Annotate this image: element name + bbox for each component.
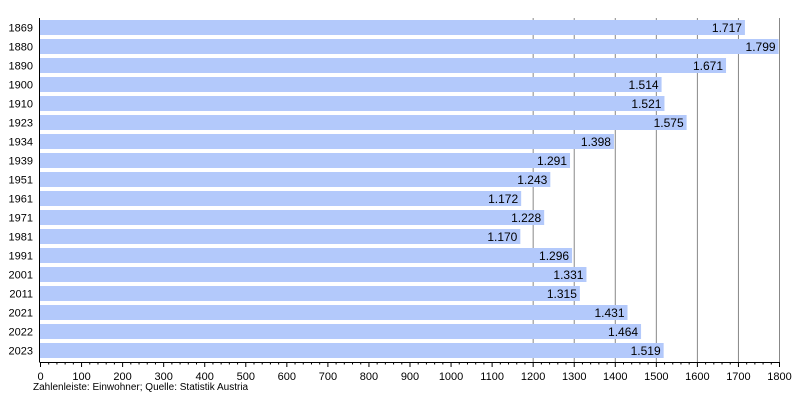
x-tick-label-200: 200 bbox=[113, 371, 131, 383]
x-tick-label-1100: 1100 bbox=[480, 371, 504, 383]
value-label-1991: 1.296 bbox=[539, 249, 569, 263]
x-tick-label-400: 400 bbox=[196, 371, 214, 383]
bar-1910 bbox=[40, 96, 665, 111]
category-label-1934: 1934 bbox=[9, 137, 33, 149]
bar-2001 bbox=[40, 267, 587, 282]
bar-2011 bbox=[40, 286, 580, 301]
bar-1900 bbox=[40, 77, 662, 92]
bar-2021 bbox=[40, 305, 628, 320]
x-tick-label-500: 500 bbox=[237, 371, 255, 383]
category-label-1951: 1951 bbox=[9, 175, 33, 187]
value-label-1900: 1.514 bbox=[629, 78, 659, 92]
grid-lines bbox=[532, 18, 780, 362]
x-tick-label-100: 100 bbox=[72, 371, 90, 383]
bar-1880 bbox=[40, 39, 779, 54]
bars bbox=[40, 20, 779, 358]
x-tick-label-1500: 1500 bbox=[644, 371, 668, 383]
category-label-1991: 1991 bbox=[9, 251, 33, 263]
value-label-2001: 1.331 bbox=[553, 268, 583, 282]
x-tick-label-1300: 1300 bbox=[562, 371, 586, 383]
category-label-2021: 2021 bbox=[9, 308, 33, 320]
value-label-1961: 1.172 bbox=[488, 192, 518, 206]
value-label-1880: 1.799 bbox=[746, 40, 776, 54]
value-label-2021: 1.431 bbox=[594, 306, 624, 320]
bar-2022 bbox=[40, 324, 642, 339]
category-label-1981: 1981 bbox=[9, 232, 33, 244]
value-label-2022: 1.464 bbox=[608, 325, 638, 339]
category-labels: 1869 1880 1890 1900 1910 1923 1934 1939 1951 1961… bbox=[9, 23, 33, 358]
bar-1961 bbox=[40, 191, 522, 206]
bar-1951 bbox=[40, 172, 551, 187]
value-labels: 1.717 1.799 1.671 1.514 1.521 1.575 1.398 1.291… bbox=[487, 21, 776, 358]
x-tick-label-1400: 1400 bbox=[603, 371, 627, 383]
x-tick-label-1700: 1700 bbox=[726, 371, 750, 383]
category-label-2001: 2001 bbox=[9, 270, 33, 282]
value-label-1890: 1.671 bbox=[693, 59, 723, 73]
x-tick-label-700: 700 bbox=[319, 371, 337, 383]
category-label-2022: 2022 bbox=[9, 327, 33, 339]
category-label-1900: 1900 bbox=[9, 80, 33, 92]
x-tick-label-1800: 1800 bbox=[767, 371, 791, 383]
x-tick-label-1600: 1600 bbox=[685, 371, 709, 383]
bar-1939 bbox=[40, 153, 571, 168]
x-tick-label-0: 0 bbox=[37, 371, 43, 383]
category-label-1961: 1961 bbox=[9, 194, 33, 206]
x-axis: 0 100 200 300 400 500 600 700 800 900 1000 1100 1200… bbox=[37, 18, 792, 383]
bar-1923 bbox=[40, 115, 687, 130]
bar-1869 bbox=[40, 20, 745, 35]
value-label-1910: 1.521 bbox=[631, 97, 661, 111]
x-tick-label-1200: 1200 bbox=[521, 371, 545, 383]
value-label-2023: 1.519 bbox=[631, 344, 661, 358]
bar-1981 bbox=[40, 229, 521, 244]
category-label-1939: 1939 bbox=[9, 156, 33, 168]
bar-1971 bbox=[40, 210, 545, 225]
x-tick-label-800: 800 bbox=[360, 371, 378, 383]
value-label-1939: 1.291 bbox=[537, 154, 567, 168]
category-label-1910: 1910 bbox=[9, 99, 33, 111]
x-tick-label-600: 600 bbox=[278, 371, 296, 383]
value-label-1951: 1.243 bbox=[517, 173, 547, 187]
category-label-1890: 1890 bbox=[9, 61, 33, 73]
value-label-1869: 1.717 bbox=[712, 21, 742, 35]
value-label-1981: 1.170 bbox=[487, 230, 517, 244]
bar-1991 bbox=[40, 248, 573, 263]
bar-2023 bbox=[40, 343, 664, 358]
category-label-1880: 1880 bbox=[9, 42, 33, 54]
bar-1890 bbox=[40, 58, 727, 73]
category-label-2023: 2023 bbox=[9, 346, 33, 358]
bar-1934 bbox=[40, 134, 614, 149]
x-tick-label-900: 900 bbox=[401, 371, 419, 383]
chart-footnote: Zahlenleiste: Einwohner; Quelle: Statist… bbox=[33, 382, 249, 393]
category-label-1869: 1869 bbox=[9, 23, 33, 35]
value-label-1923: 1.575 bbox=[654, 116, 684, 130]
value-label-1934: 1.398 bbox=[581, 135, 611, 149]
x-tick-label-1000: 1000 bbox=[439, 371, 463, 383]
value-label-1971: 1.228 bbox=[511, 211, 541, 225]
category-label-1923: 1923 bbox=[9, 118, 33, 130]
x-tick-label-300: 300 bbox=[154, 371, 172, 383]
category-label-1971: 1971 bbox=[9, 213, 33, 225]
category-label-2011: 2011 bbox=[9, 289, 33, 301]
value-label-2011: 1.315 bbox=[547, 287, 577, 301]
